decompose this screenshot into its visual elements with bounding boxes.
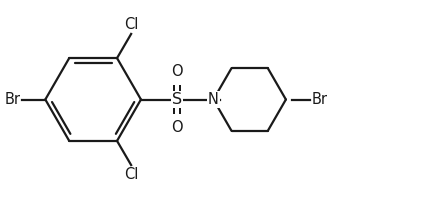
Text: O: O	[171, 120, 183, 135]
Text: Cl: Cl	[124, 167, 139, 181]
Text: Cl: Cl	[124, 18, 139, 32]
Text: N: N	[208, 92, 219, 107]
Text: Br: Br	[5, 92, 21, 107]
Text: O: O	[171, 64, 183, 79]
Text: Br: Br	[312, 92, 328, 107]
Text: S: S	[172, 92, 182, 107]
